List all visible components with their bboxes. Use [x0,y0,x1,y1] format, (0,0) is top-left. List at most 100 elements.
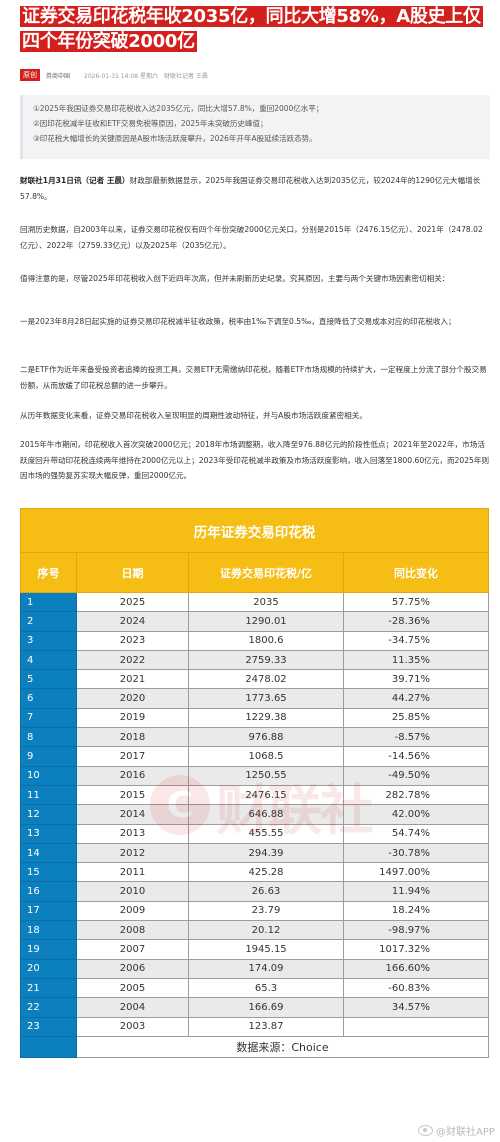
row-yoy-change: 282.78% [343,784,489,806]
table-row: 19 2007 1945.15 1017.32% [20,939,489,960]
row-index: 11 [20,784,77,806]
body-paragraph: 回溯历史数据，自2003年以来，证券交易印花税仅有四个年份突破2000亿元关口，… [20,225,483,250]
row-index: 20 [20,958,77,979]
article-title: 证券交易印花税年收2035亿，同比大增58%，A股史上仅四个年份突破2000亿 [20,6,483,52]
row-year: 2024 [76,611,189,632]
row-tax-value: 1250.55 [188,765,344,786]
body-paragraph: 值得注意的是，尽管2025年印花税收入创下近四年次高，但并未刷新历史纪录。究其原… [20,274,450,283]
body-paragraph: 从历年数据变化来看，证券交易印花税收入呈现明显的周期性波动特征，并与A股市场活跃… [20,411,367,420]
row-tax-value: 646.88 [188,804,344,825]
row-index: 1 [20,591,77,613]
column-header-year: 日期 [76,552,189,593]
table-row: 17 2009 23.79 18.24% [20,900,489,922]
row-tax-value: 294.39 [188,842,344,864]
row-index: 3 [20,630,77,651]
row-index: 2 [20,611,77,632]
body-paragraph: 一是2023年8月28日起实施的证券交易印花税减半征收政策，税率由1‰下调至0.… [20,317,456,326]
table-row: 4 2022 2759.33 11.35% [20,649,489,671]
table-row: 6 2020 1773.65 44.27% [20,688,489,709]
row-year: 2012 [76,842,189,864]
row-yoy-change: -49.50% [343,765,489,786]
stamp-tax-table: 历年证券交易印花税 序号 日期 证券交易印花税/亿 同比变化 1 2025 2035… [20,508,489,1058]
source-name[interactable]: 券商中国 [46,72,71,80]
row-index: 8 [20,727,77,748]
row-yoy-change: -8.57% [343,727,489,748]
row-index: 12 [20,804,77,825]
table-row: 20 2006 174.09 166.60% [20,958,489,979]
row-year: 2017 [76,746,189,767]
row-tax-value: 123.87 [188,1016,344,1037]
summary-item: ②因印花税减半征收和ETF交易免税等原因，2025年未突破历史峰值； [33,119,268,128]
table-row: 2 2024 1290.01 -28.36% [20,611,489,632]
row-year: 2015 [76,784,189,806]
row-tax-value: 2759.33 [188,649,344,671]
row-tax-value: 1773.65 [188,688,344,709]
table-row: 14 2012 294.39 -30.78% [20,842,489,864]
row-index: 9 [20,746,77,767]
row-index: 22 [20,997,77,1018]
row-yoy-change: 11.35% [343,649,489,671]
row-yoy-change: 11.94% [343,881,489,902]
row-yoy-change: 166.60% [343,958,489,979]
row-tax-value: 26.63 [188,881,344,902]
row-tax-value: 1290.01 [188,611,344,632]
row-tax-value: 166.69 [188,997,344,1018]
row-year: 2018 [76,727,189,748]
row-yoy-change: -34.75% [343,630,489,651]
row-index: 10 [20,765,77,786]
row-index: 17 [20,900,77,922]
row-year: 2006 [76,958,189,979]
row-yoy-change: -30.78% [343,842,489,864]
table-row: 5 2021 2478.02 39.71% [20,669,489,690]
row-index: 23 [20,1016,77,1037]
row-year: 2021 [76,669,189,690]
table-footer-row: 数据来源：Choice [20,1035,489,1058]
row-year: 2004 [76,997,189,1018]
row-year: 2007 [76,939,189,960]
table-row: 9 2017 1068.5 -14.56% [20,746,489,767]
row-tax-value: 1945.15 [188,939,344,960]
row-yoy-change: 34.57% [343,997,489,1018]
table-row: 10 2016 1250.55 -49.50% [20,765,489,786]
publish-date: 2026-01-31 14:08 星期六 [84,72,158,80]
row-tax-value: 20.12 [188,920,344,941]
row-yoy-change: -98.97% [343,920,489,941]
corner-watermark: @财联社APP [418,1123,495,1138]
data-source: 数据来源：Choice [76,1035,489,1058]
row-year: 2003 [76,1016,189,1037]
lead-dateline: 财联社1月31日讯（记者 王晨） [20,176,130,185]
row-tax-value: 1800.6 [188,630,344,651]
column-header-tax: 证券交易印花税/亿 [188,552,344,593]
row-index: 6 [20,688,77,709]
row-year: 2005 [76,977,189,999]
table-row: 23 2003 123.87 [20,1016,489,1037]
row-yoy-change: 57.75% [343,591,489,613]
row-index: 21 [20,977,77,999]
row-year: 2010 [76,881,189,902]
author: 财联社记者 王晨 [164,72,208,80]
body-paragraph: 2015年牛市期间，印花税收入首次突破2000亿元；2018年市场调整期，收入降… [20,440,490,480]
row-tax-value: 23.79 [188,900,344,922]
original-badge: 原创 [20,69,40,81]
row-yoy-change: 42.00% [343,804,489,825]
column-header-index: 序号 [20,552,77,593]
table-row: 12 2014 646.88 42.00% [20,804,489,825]
table-row: 22 2004 166.69 34.57% [20,997,489,1018]
body-paragraph: 二是ETF作为近年来备受投资者追捧的投资工具，交易ETF无需缴纳印花税，随着ET… [20,365,487,390]
row-yoy-change: 18.24% [343,900,489,922]
row-yoy-change [343,1016,489,1037]
lead-paragraph: 财联社1月31日讯（记者 王晨）财政部最新数据显示，2025年我国证券交易印花税… [20,176,481,201]
row-yoy-change: -60.83% [343,977,489,999]
table-row: 3 2023 1800.6 -34.75% [20,630,489,651]
table-row: 11 2015 2476.15 282.78% [20,784,489,806]
row-year: 2020 [76,688,189,709]
row-tax-value: 2478.02 [188,669,344,690]
row-index: 14 [20,842,77,864]
row-index: 18 [20,920,77,941]
row-index: 15 [20,862,77,883]
table-row: 7 2019 1229.38 25.85% [20,707,489,729]
row-index: 4 [20,649,77,671]
table-row: 18 2008 20.12 -98.97% [20,920,489,941]
summary-box: ①2025年我国证券交易印花税收入达2035亿元，同比大增57.8%，重回200… [20,95,490,159]
row-tax-value: 174.09 [188,958,344,979]
